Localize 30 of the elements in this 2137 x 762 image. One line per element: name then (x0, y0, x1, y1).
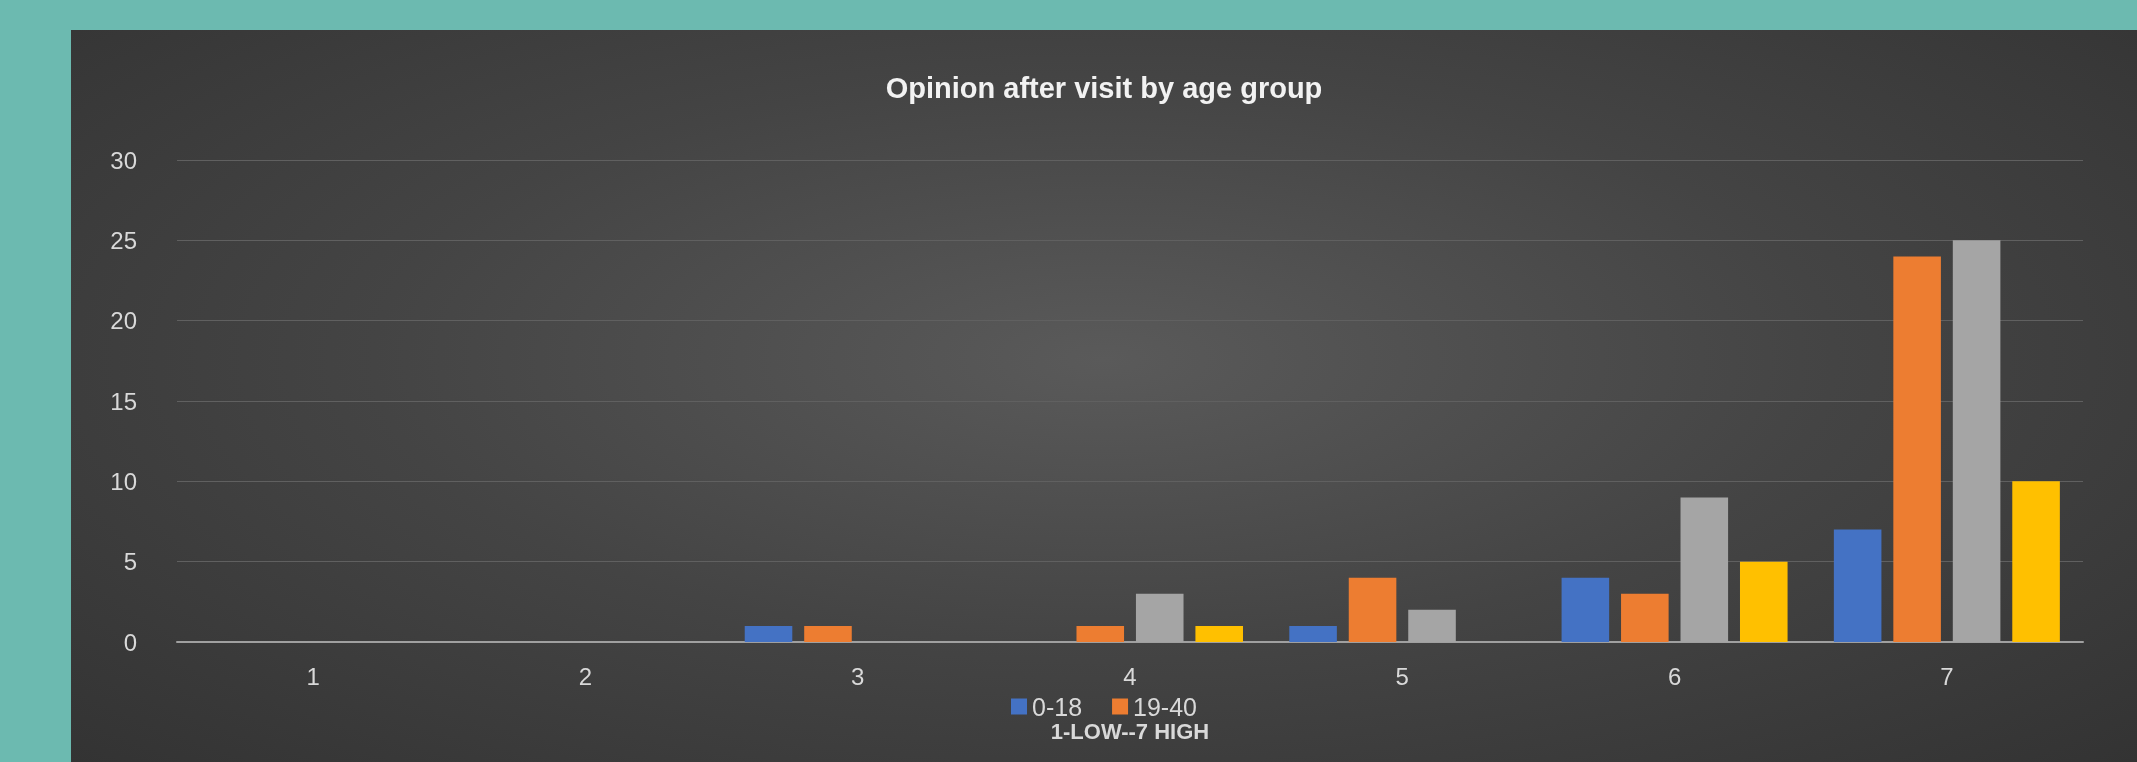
bar (1893, 256, 1941, 642)
bar (744, 625, 793, 642)
x-tick-label: 5 (1395, 662, 1409, 690)
x-tick-label: 7 (1940, 662, 1954, 690)
y-tick-label: 5 (123, 548, 137, 576)
bar (1348, 577, 1397, 642)
legend-label: 19-40 (1133, 692, 1197, 721)
legend-label: 0-18 (1032, 692, 1083, 721)
x-axis-title: 1-LOW--7 HIGH (1050, 718, 1210, 744)
bar (1739, 561, 1788, 642)
y-tick-label: 15 (110, 387, 137, 415)
x-tick-label: 6 (1667, 662, 1682, 690)
x-tick-label: 3 (851, 662, 865, 690)
y-tick-label: 10 (110, 467, 137, 495)
y-tick-label: 25 (110, 226, 137, 254)
x-tick-label: 1 (306, 662, 320, 690)
y-tick-label: 20 (110, 307, 137, 335)
y-tick-label: 30 (110, 146, 137, 174)
bar (1289, 625, 1337, 642)
bar (1833, 529, 1882, 642)
x-tick-label: 4 (1123, 662, 1137, 690)
bar (1561, 577, 1610, 642)
bar (1076, 625, 1125, 642)
bar (804, 625, 852, 642)
bar (2012, 481, 2060, 642)
bar (1621, 593, 1669, 642)
x-tick-label: 2 (578, 662, 593, 690)
y-tick-label: 0 (123, 628, 137, 656)
chart-title: Opinion after visit by age group (885, 71, 1323, 104)
bar (1195, 625, 1243, 642)
